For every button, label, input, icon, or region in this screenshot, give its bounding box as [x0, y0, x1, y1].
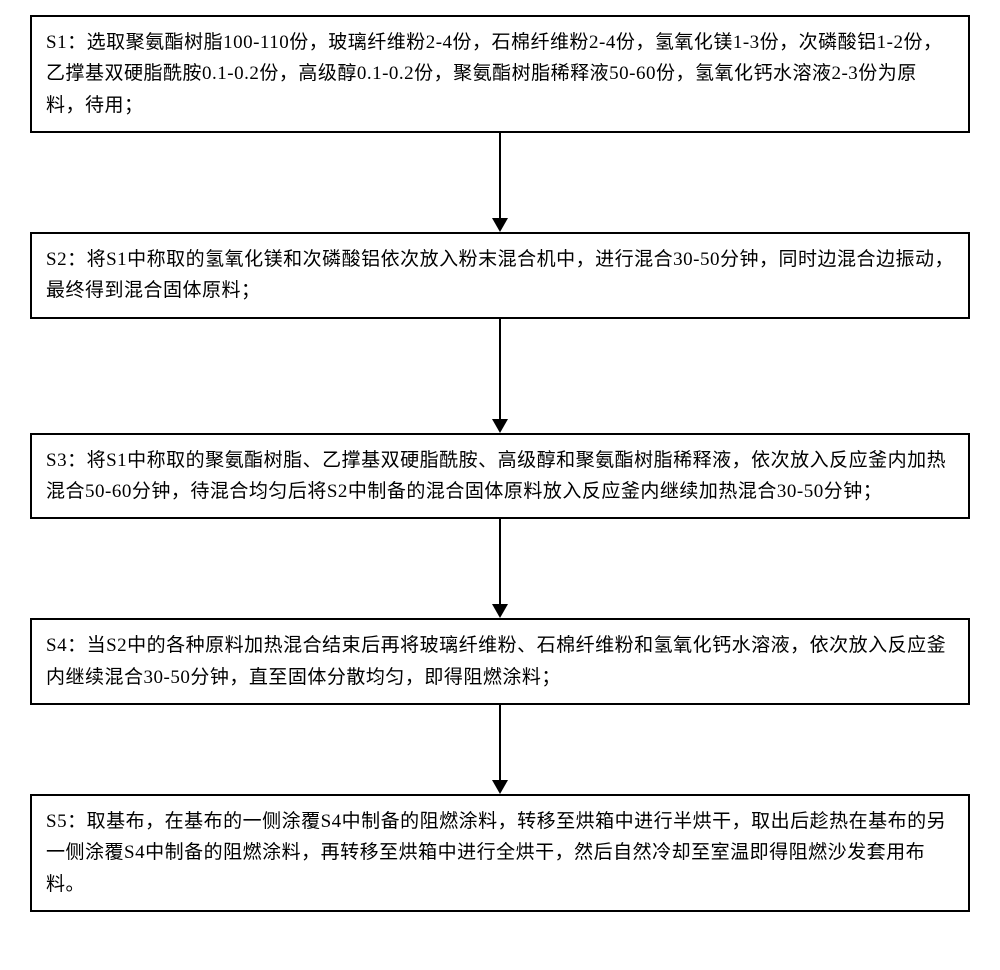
arrow-line: [499, 133, 501, 218]
step-s1: S1：选取聚氨酯树脂100-110份，玻璃纤维粉2-4份，石棉纤维粉2-4份，氢…: [30, 15, 970, 133]
arrow-line: [499, 319, 501, 419]
arrow-s3-s4: [492, 519, 508, 618]
arrow-head-icon: [492, 419, 508, 433]
arrow-line: [499, 519, 501, 604]
arrow-head-icon: [492, 604, 508, 618]
step-s2: S2：将S1中称取的氢氧化镁和次磷酸铝依次放入粉末混合机中，进行混合30-50分…: [30, 232, 970, 319]
arrow-line: [499, 705, 501, 780]
arrow-s1-s2: [492, 133, 508, 232]
arrow-head-icon: [492, 218, 508, 232]
arrow-s2-s3: [492, 319, 508, 433]
flowchart-container: S1：选取聚氨酯树脂100-110份，玻璃纤维粉2-4份，石棉纤维粉2-4份，氢…: [30, 15, 970, 912]
arrow-head-icon: [492, 780, 508, 794]
arrow-s4-s5: [492, 705, 508, 794]
step-s4: S4：当S2中的各种原料加热混合结束后再将玻璃纤维粉、石棉纤维粉和氢氧化钙水溶液…: [30, 618, 970, 705]
step-s3: S3：将S1中称取的聚氨酯树脂、乙撑基双硬脂酰胺、高级醇和聚氨酯树脂稀释液，依次…: [30, 433, 970, 520]
step-s5: S5：取基布，在基布的一侧涂覆S4中制备的阻燃涂料，转移至烘箱中进行半烘干，取出…: [30, 794, 970, 912]
